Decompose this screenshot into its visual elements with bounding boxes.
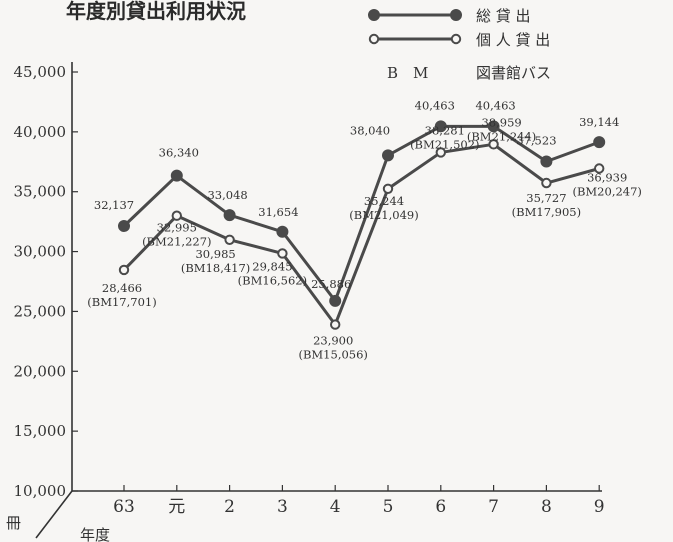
data-point-total bbox=[593, 136, 606, 149]
data-label-bm: (BM17,905) bbox=[512, 205, 581, 219]
data-label-bm: (BM21,502) bbox=[410, 137, 479, 151]
legend-marker-personal bbox=[368, 33, 380, 45]
data-point-total bbox=[170, 169, 183, 182]
y-tick-label: 20,000 bbox=[14, 362, 67, 380]
data-label-total: 40,463 bbox=[415, 98, 455, 112]
data-point-personal bbox=[435, 147, 446, 158]
data-label-total: 36,340 bbox=[159, 146, 199, 160]
data-label-bm: (BM17,701) bbox=[87, 295, 156, 309]
data-label-bm: (BM21,227) bbox=[142, 235, 211, 249]
data-label-personal: 36,939 bbox=[587, 171, 627, 185]
x-tick-label: 9 bbox=[594, 497, 605, 517]
x-tick-label: 63 bbox=[113, 497, 135, 517]
series-layer bbox=[118, 120, 606, 330]
data-point-total bbox=[276, 225, 289, 238]
legend-bm-abbr: B M bbox=[387, 64, 428, 82]
y-tick-label: 40,000 bbox=[14, 123, 67, 141]
data-label-bm: (BM21,049) bbox=[349, 208, 418, 222]
x-tick-label: 元 bbox=[168, 497, 185, 517]
data-label-bm: (BM18,417) bbox=[181, 261, 250, 275]
data-point-personal bbox=[330, 319, 341, 330]
data-point-personal bbox=[488, 139, 499, 150]
data-point-total bbox=[487, 120, 500, 133]
data-label-total: 39,144 bbox=[579, 115, 619, 129]
data-label-personal: 28,466 bbox=[102, 281, 142, 295]
legend-label: 個 人 貸 出 bbox=[476, 31, 550, 49]
data-point-total bbox=[434, 120, 447, 133]
data-point-personal bbox=[277, 248, 288, 259]
data-label-personal: 32,995 bbox=[157, 221, 197, 235]
y-tick-label: 35,000 bbox=[14, 183, 67, 201]
data-label-total: 25,886 bbox=[311, 277, 351, 291]
data-label-total: 33,048 bbox=[207, 188, 247, 202]
data-point-personal bbox=[594, 163, 605, 174]
x-tick-label: 6 bbox=[435, 497, 446, 517]
data-labels: 32,137 36,340 33,048 31,654 25,886 38,040 40,4… bbox=[87, 98, 642, 361]
x-axis-label: 年度 bbox=[80, 526, 110, 542]
data-label-total: 31,654 bbox=[258, 205, 298, 219]
data-label-personal: 30,985 bbox=[195, 247, 235, 261]
data-label-bm: (BM16,562) bbox=[238, 273, 307, 287]
data-label-personal: 35,727 bbox=[526, 191, 566, 205]
legend-label: 総 貸 出 bbox=[476, 7, 531, 25]
x-tick-label: 4 bbox=[330, 497, 341, 517]
axis-corner-diagonal bbox=[35, 490, 73, 539]
legend-marker-total bbox=[368, 9, 380, 21]
y-tick-label: 10,000 bbox=[14, 482, 67, 500]
data-label-bm: (BM20,247) bbox=[572, 185, 641, 199]
data-label-total: 37,523 bbox=[516, 134, 556, 148]
data-label-total: 32,137 bbox=[94, 198, 134, 212]
series-line-1 bbox=[122, 142, 600, 327]
chart-title: 年度別貸出利用状況 bbox=[66, 0, 246, 23]
data-point-personal bbox=[118, 264, 130, 276]
data-point-total bbox=[382, 149, 394, 162]
x-tick-label: 7 bbox=[488, 497, 499, 517]
series-line-0 bbox=[122, 124, 600, 303]
axes: 10,000 15,000 20,000 25,000 30,000 35,000 40,0… bbox=[14, 62, 605, 539]
x-tick-label: 8 bbox=[541, 497, 552, 517]
data-point-total bbox=[329, 294, 342, 307]
data-point-total bbox=[540, 155, 553, 168]
x-tick-label: 2 bbox=[224, 497, 235, 517]
y-tick-label: 30,000 bbox=[14, 243, 67, 261]
x-tick-label: 3 bbox=[277, 497, 288, 517]
data-label-personal: 38,281 bbox=[425, 123, 465, 137]
data-point-total bbox=[223, 209, 236, 222]
legend-marker-total bbox=[450, 9, 462, 21]
y-tick-label: 15,000 bbox=[14, 422, 67, 440]
legend: 総 貸 出個 人 貸 出 B M 図書館バス bbox=[368, 7, 551, 82]
data-label-personal: 35,244 bbox=[364, 194, 404, 208]
data-point-total bbox=[118, 219, 130, 232]
data-label-bm: (BM15,056) bbox=[298, 348, 367, 362]
y-tick-label: 45,000 bbox=[14, 63, 67, 81]
data-label-total: 40,463 bbox=[475, 98, 515, 112]
legend-bm-text: 図書館バス bbox=[476, 64, 551, 82]
y-axis-unit-label: 冊 bbox=[6, 514, 21, 532]
legend-marker-personal bbox=[450, 33, 462, 45]
data-point-personal bbox=[382, 183, 394, 194]
data-label-personal: 29,845 bbox=[252, 259, 292, 273]
data-point-personal bbox=[171, 210, 183, 221]
data-label-personal: 23,900 bbox=[313, 334, 353, 348]
data-point-personal bbox=[224, 234, 235, 245]
x-tick-label: 5 bbox=[383, 497, 394, 517]
data-label-bm: (BM21,244) bbox=[467, 129, 536, 143]
data-label-total: 38,040 bbox=[350, 123, 390, 137]
data-point-personal bbox=[541, 177, 552, 189]
data-label-personal: 38,959 bbox=[481, 115, 521, 129]
y-tick-label: 25,000 bbox=[14, 302, 67, 320]
